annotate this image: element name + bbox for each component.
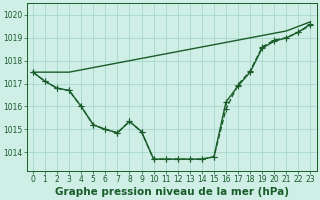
X-axis label: Graphe pression niveau de la mer (hPa): Graphe pression niveau de la mer (hPa) — [55, 187, 289, 197]
